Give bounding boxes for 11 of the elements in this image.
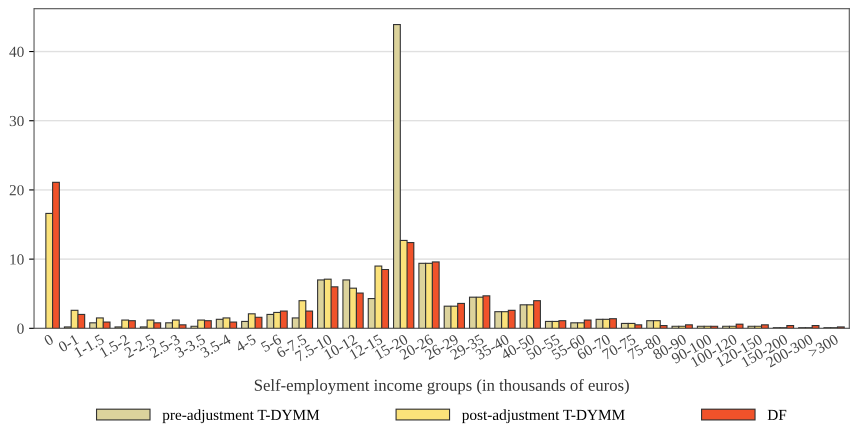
x-tick-label: 0 <box>43 334 54 346</box>
y-tick-label: 30 <box>10 116 24 126</box>
legend-label: DF <box>768 410 786 420</box>
legend-label: post-adjustment T-DYMM <box>462 409 625 424</box>
y-tick-label: 40 <box>9 46 24 57</box>
x-tick-label: 4-5 <box>234 334 257 353</box>
legend-label: pre-adjustment T-DYMM <box>162 409 320 424</box>
x-axis-title: Self-employment income groups (in thousands of euros) <box>254 378 629 394</box>
y-tick-label: 10 <box>10 254 24 265</box>
y-tick-label: 0 <box>17 323 24 334</box>
y-tick-label: 20 <box>10 185 24 196</box>
